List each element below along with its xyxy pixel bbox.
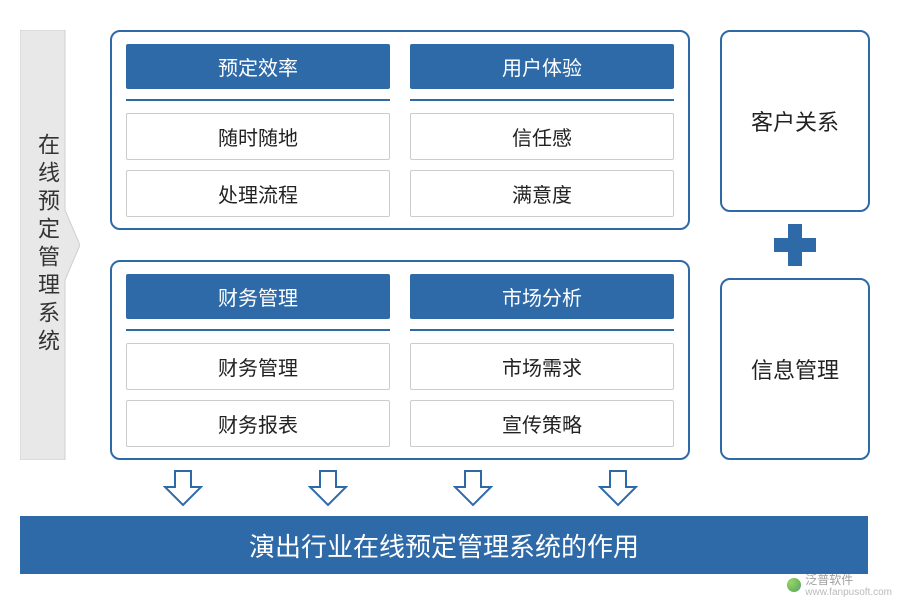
cell: 处理流程 [126,170,390,217]
cell: 宣传策略 [410,400,674,447]
col-divider [126,99,390,101]
panel-top-col-0: 预定效率 随时随地 处理流程 [126,44,390,220]
col-header: 预定效率 [126,44,390,89]
arrow-down-icon [598,469,638,507]
plus-connector [771,212,819,278]
arrow-down-icon [308,469,348,507]
panel-top: 预定效率 随时随地 处理流程 用户体验 信任感 满意度 [110,30,690,230]
left-vertical-arrow: 在线预定管理系统 [20,30,80,460]
left-vertical-label: 在线预定管理系统 [20,30,80,460]
watermark: 泛普软件 www.fanpusoft.com [787,571,892,598]
right-column: 客户关系 信息管理 [720,30,870,460]
cell: 财务管理 [126,343,390,390]
cell: 满意度 [410,170,674,217]
cell: 市场需求 [410,343,674,390]
cell: 随时随地 [126,113,390,160]
col-header: 市场分析 [410,274,674,319]
arrow-down-icon [163,469,203,507]
watermark-logo-icon [787,578,801,592]
watermark-text: 泛普软件 [805,573,853,587]
right-box-1: 客户关系 [720,30,870,212]
panel-bottom-col-1: 市场分析 市场需求 宣传策略 [410,274,674,450]
col-divider [410,329,674,331]
watermark-url: www.fanpusoft.com [805,588,892,598]
bottom-title-bar: 演出行业在线预定管理系统的作用 [20,516,868,574]
panel-top-col-1: 用户体验 信任感 满意度 [410,44,674,220]
plus-icon [772,222,818,268]
col-header: 用户体验 [410,44,674,89]
down-arrows-row [110,468,690,508]
col-header: 财务管理 [126,274,390,319]
cell: 财务报表 [126,400,390,447]
col-divider [410,99,674,101]
col-divider [126,329,390,331]
panel-bottom: 财务管理 财务管理 财务报表 市场分析 市场需求 宣传策略 [110,260,690,460]
panel-bottom-col-0: 财务管理 财务管理 财务报表 [126,274,390,450]
right-box-2: 信息管理 [720,278,870,460]
cell: 信任感 [410,113,674,160]
arrow-down-icon [453,469,493,507]
